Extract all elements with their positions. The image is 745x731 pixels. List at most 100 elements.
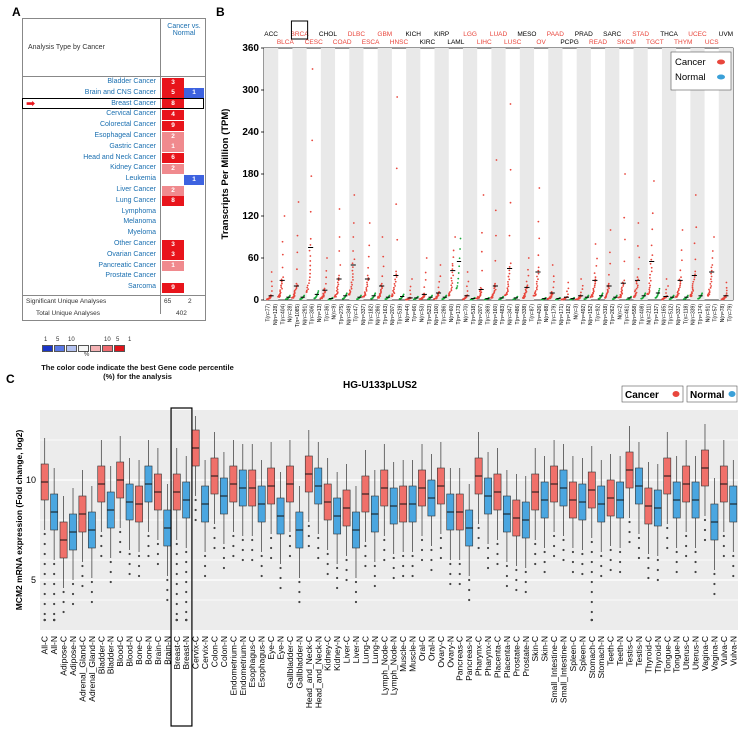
- outlier-point: [251, 538, 254, 542]
- tumor-point: [308, 279, 311, 282]
- outlier-point: [496, 552, 499, 556]
- outlier-point: [392, 566, 395, 570]
- tumor-point: [509, 201, 512, 204]
- outlier-point: [175, 542, 178, 546]
- tumor-point: [296, 251, 299, 254]
- tumor-point: [280, 278, 283, 281]
- outlier-point: [185, 550, 188, 554]
- outlier-point: [534, 552, 537, 556]
- tumor-point: [325, 269, 328, 272]
- outlier-point: [147, 534, 150, 538]
- x-tick-label: Brain-C: [153, 636, 163, 665]
- outlier-point: [213, 546, 216, 550]
- tumor-point: [395, 276, 398, 278]
- cancer-type-label: CESC: [305, 39, 323, 46]
- tumor-point: [451, 262, 454, 265]
- tumor-point: [424, 271, 427, 274]
- x-tick-label: Cervix-N: [200, 636, 210, 669]
- tumor-point: [271, 285, 273, 288]
- tumor-point: [592, 287, 595, 290]
- x-tick-label: Vagina-N: [709, 636, 719, 671]
- tumor-point: [649, 262, 652, 265]
- legend-frame: [670, 51, 732, 91]
- outlier-point: [637, 546, 641, 550]
- tumor-point: [377, 295, 380, 298]
- tumor-point: [466, 290, 469, 292]
- outlier-point: [581, 572, 584, 576]
- tumor-point: [527, 257, 530, 259]
- tumor-point: [552, 275, 555, 278]
- category-band: [661, 48, 677, 300]
- tumor-point: [537, 266, 540, 269]
- outlier-point: [194, 498, 197, 502]
- tumor-point: [636, 284, 639, 287]
- sample-size-label: N(n=44): [405, 304, 411, 323]
- outlier-point: [656, 578, 659, 582]
- cancer-type-label: STAD: [632, 31, 649, 38]
- outlier-point: [298, 590, 301, 594]
- cancer-type-label: PAAD: [547, 31, 565, 38]
- legend-swatch: [90, 345, 101, 352]
- tumor-point: [495, 234, 497, 237]
- category-band: [292, 48, 307, 300]
- outlier-point: [53, 602, 56, 606]
- outlier-point: [402, 554, 405, 558]
- tumor-point: [368, 244, 371, 247]
- tumor-point: [637, 222, 640, 224]
- legend-dot: [717, 59, 725, 65]
- x-tick-label: Kidney-C: [323, 636, 333, 671]
- row-label: Colorectal Cancer: [99, 121, 156, 129]
- tumor-point: [466, 271, 469, 273]
- tumor-point: [425, 257, 428, 259]
- up-count-cell: 3: [162, 239, 184, 250]
- sample-size-label: T(n=523): [427, 304, 433, 325]
- outlier-point: [71, 582, 75, 586]
- tumor-point: [305, 289, 308, 292]
- legend-frame: [686, 385, 738, 403]
- tumor-point: [506, 288, 509, 291]
- outlier-point: [119, 530, 122, 534]
- sample-size-label: N(n=318): [603, 304, 609, 325]
- x-tick-label: Gallbladder-N: [294, 636, 304, 688]
- tumor-point: [637, 268, 640, 270]
- tumor-point: [593, 272, 596, 275]
- tumor-point: [450, 288, 453, 290]
- outlier-point: [373, 564, 376, 568]
- legend-dot: [728, 391, 736, 397]
- y-tick-label: 180: [242, 169, 259, 180]
- normal-point: [345, 292, 348, 295]
- x-tick-label: Bone-N: [143, 636, 153, 665]
- tumor-point: [506, 291, 508, 294]
- tumor-point: [538, 237, 541, 240]
- tumor-point: [367, 255, 370, 258]
- sample-size-label: T(n=118): [683, 304, 689, 324]
- outlier-point: [590, 550, 593, 554]
- sample-size-label: N(n=160): [493, 304, 499, 325]
- tumor-point: [508, 269, 511, 272]
- sample-size-label: N(n=337): [676, 304, 682, 325]
- up-count-cell: 9: [162, 282, 184, 293]
- sample-size-label: T(n=182): [566, 304, 572, 325]
- tumor-point: [551, 264, 554, 266]
- tumor-point: [280, 284, 282, 287]
- tumor-point: [596, 257, 598, 260]
- tumor-point: [309, 244, 312, 246]
- tumor-point: [567, 293, 569, 296]
- sample-size-label: T(n=404): [280, 304, 286, 325]
- x-tick-label: Kidney-N: [332, 636, 342, 671]
- normal-point: [457, 277, 460, 280]
- outlier-point: [439, 546, 442, 550]
- legend-swatch: [102, 345, 113, 352]
- outlier-point: [147, 544, 150, 548]
- outlier-point: [383, 548, 386, 552]
- tumor-point: [352, 273, 354, 275]
- outlier-point: [647, 566, 650, 570]
- outlier-point: [43, 552, 46, 556]
- cancer-type-label: BLCA: [277, 39, 295, 46]
- outlier-point: [43, 572, 46, 576]
- outlier-point: [430, 558, 433, 562]
- cancer-type-label: KIRP: [434, 31, 449, 38]
- tumor-point: [281, 240, 284, 243]
- outlier-point: [713, 582, 716, 586]
- x-tick-label: Thyroid-N: [653, 636, 663, 673]
